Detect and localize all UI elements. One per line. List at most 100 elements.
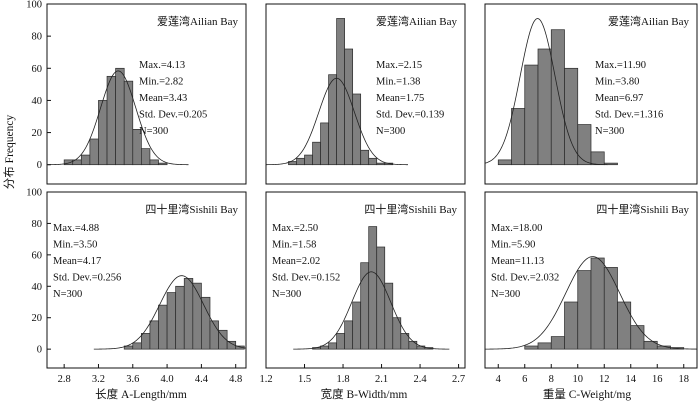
histogram-bar: [80, 154, 91, 166]
panel-2: 爱莲湾Ailian Bay Max.=11.90 Min.=3.80 Mean=6.9…: [484, 3, 698, 185]
stat-line: Min.=1.58: [272, 240, 316, 251]
histogram-bar: [218, 329, 228, 350]
panel-title: 爱莲湾Ailian Bay: [376, 14, 457, 28]
normal-curve: [93, 275, 246, 350]
panel-5: 4 6 8 10 12 14 16 18 四十里湾Sishili Bay Max.=18.00 Mi…: [484, 191, 698, 385]
plot-frame: [265, 3, 466, 185]
stat-line: Max.=18.00: [491, 223, 542, 234]
histogram-bar: [344, 48, 354, 166]
histogram-bar: [376, 246, 386, 350]
stat-line: Min.=1.38: [376, 77, 420, 88]
stat-line: Min.=5.90: [491, 240, 535, 251]
stat-line: Min.=3.80: [595, 77, 639, 88]
histogram-bar: [115, 67, 125, 166]
stat-line: Mean=3.43: [139, 93, 187, 104]
histogram-bar: [328, 74, 337, 166]
stat-line: Mean=1.75: [376, 93, 424, 104]
stat-line: Min.=3.50: [53, 240, 97, 251]
y-tick-label: 40: [32, 96, 43, 107]
panel-title: 爱莲湾Ailian Bay: [157, 14, 238, 28]
histogram-bar: [590, 257, 605, 350]
y-tick-label: 20: [32, 128, 43, 139]
x-tick-label: 6: [522, 374, 527, 385]
x-tick-label: 4: [496, 374, 502, 385]
y-tick-label: 40: [32, 282, 43, 293]
stat-line: Std. Dev.=0.139: [376, 110, 444, 121]
x-axis-label-weight: 重量 C-Weight/mg: [543, 387, 631, 401]
normal-curve: [485, 256, 697, 350]
stat-line: Std. Dev.=1.316: [595, 110, 663, 121]
histogram-bar: [123, 80, 134, 166]
histogram-bar: [296, 157, 305, 166]
histogram-bar: [141, 333, 151, 350]
histogram-bar: [384, 282, 394, 350]
y-tick-label: 80: [32, 32, 43, 43]
histogram-bar: [141, 148, 151, 166]
y-tick-label: 80: [32, 219, 43, 230]
panel-0: 0 20 40 60 80 100 爱莲湾Ailian Bay Max.=4.13 Min.=2…: [26, 0, 247, 185]
histogram-bar: [201, 296, 211, 350]
x-tick-label: 2.8: [58, 374, 71, 385]
stat-line: Max.=4.13: [139, 60, 185, 71]
histogram-bar: [537, 48, 552, 166]
panel-title: 四十里湾Sishili Bay: [145, 202, 238, 216]
x-tick-label: 14: [626, 374, 637, 385]
panel-3: 0 20 40 60 80 100 2.8 3.2 3.6 4.0 4.4 4.8 四十里湾Sishil…: [26, 188, 247, 385]
histogram-bar: [577, 124, 592, 166]
x-tick-label: 1.8: [336, 374, 349, 385]
x-tick-label: 8: [549, 374, 554, 385]
histogram-bar: [158, 162, 168, 166]
x-tick-label: 4.4: [195, 374, 209, 385]
histogram-bar: [590, 151, 605, 166]
histogram-bar: [312, 141, 321, 166]
plot-frame: [265, 191, 466, 369]
histogram-bar: [336, 333, 345, 350]
x-tick-label: 2.4: [414, 374, 428, 385]
histogram-bar: [376, 162, 386, 166]
normal-curve: [293, 271, 450, 350]
histogram-bar: [603, 267, 618, 350]
x-tick-label: 2.1: [375, 374, 388, 385]
histogram-bar: [106, 75, 116, 166]
plot-frame: [484, 191, 698, 369]
plot-frame: [46, 3, 247, 185]
histogram-bar: [149, 320, 159, 350]
y-tick-label: 0: [37, 345, 42, 356]
stat-line: Min.=2.82: [139, 77, 183, 88]
histogram-bar: [524, 345, 539, 350]
histogram-bar: [550, 29, 565, 166]
stat-line: Max.=2.15: [376, 60, 422, 71]
histogram-bar: [192, 282, 202, 350]
x-tick-label: 4.0: [161, 374, 174, 385]
histogram-bar: [132, 129, 142, 166]
histogram-bar: [643, 340, 658, 350]
x-axis-label-length: 长度 A-Length/mm: [95, 387, 187, 401]
histogram-bar: [368, 157, 378, 166]
stat-line: N=300: [53, 289, 82, 300]
y-tick-label: 100: [26, 188, 42, 199]
histogram-bar: [368, 226, 378, 350]
histogram-bar: [603, 162, 618, 166]
histogram-bar: [617, 301, 632, 350]
stat-line: N=300: [491, 289, 520, 300]
y-tick-label: 60: [32, 250, 43, 261]
stat-line: Max.=2.50: [272, 223, 318, 234]
histogram-bar: [89, 138, 99, 166]
stat-line: Std. Dev.=2.032: [491, 273, 559, 284]
y-tick-label: 60: [32, 64, 43, 75]
stat-line: Max.=11.90: [595, 60, 646, 71]
y-tick-label: 20: [32, 313, 43, 324]
y-tick-label: 100: [26, 0, 42, 11]
histogram-bar: [352, 301, 362, 350]
normal-curve: [485, 18, 608, 166]
x-tick-label: 18: [679, 374, 690, 385]
histogram-bar: [149, 159, 159, 166]
stat-line: Std. Dev.=0.152: [272, 273, 340, 284]
histogram-bar: [132, 342, 142, 350]
x-tick-label: 10: [573, 374, 584, 385]
histogram-bar: [564, 301, 579, 350]
histogram-bar: [630, 325, 645, 350]
stat-line: Std. Dev.=0.205: [139, 110, 207, 121]
histogram-bar: [166, 292, 177, 350]
